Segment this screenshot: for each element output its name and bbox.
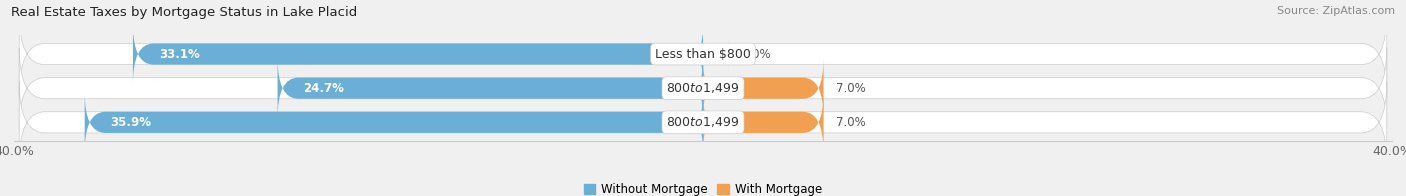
Text: $800 to $1,499: $800 to $1,499 (666, 115, 740, 129)
Text: Source: ZipAtlas.com: Source: ZipAtlas.com (1277, 6, 1395, 16)
Text: Real Estate Taxes by Mortgage Status in Lake Placid: Real Estate Taxes by Mortgage Status in … (11, 6, 357, 19)
FancyBboxPatch shape (277, 58, 703, 119)
FancyBboxPatch shape (20, 82, 1386, 163)
Text: 24.7%: 24.7% (304, 82, 344, 95)
FancyBboxPatch shape (20, 48, 1386, 129)
Text: Less than $800: Less than $800 (655, 48, 751, 61)
Text: 35.9%: 35.9% (111, 116, 152, 129)
Text: 33.1%: 33.1% (159, 48, 200, 61)
FancyBboxPatch shape (134, 24, 703, 84)
FancyBboxPatch shape (84, 92, 703, 153)
FancyBboxPatch shape (703, 92, 824, 153)
Text: 0.0%: 0.0% (741, 48, 770, 61)
Text: $800 to $1,499: $800 to $1,499 (666, 81, 740, 95)
FancyBboxPatch shape (703, 58, 824, 119)
Legend: Without Mortgage, With Mortgage: Without Mortgage, With Mortgage (579, 178, 827, 196)
Text: 7.0%: 7.0% (835, 82, 865, 95)
FancyBboxPatch shape (703, 37, 728, 71)
FancyBboxPatch shape (20, 14, 1386, 95)
Text: 7.0%: 7.0% (835, 116, 865, 129)
